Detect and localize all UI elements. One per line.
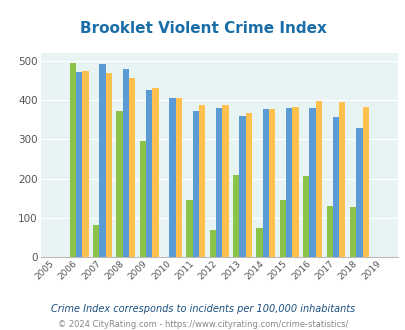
Bar [315, 101, 321, 257]
Bar [76, 73, 82, 257]
Bar [286, 108, 292, 257]
Bar [105, 73, 112, 257]
Bar [93, 225, 99, 257]
Bar [309, 108, 315, 257]
Bar [215, 108, 222, 257]
Bar [232, 175, 239, 257]
Bar [146, 90, 152, 257]
Bar [262, 109, 269, 257]
Bar [169, 98, 175, 257]
Bar [209, 230, 215, 257]
Text: © 2024 CityRating.com - https://www.cityrating.com/crime-statistics/: © 2024 CityRating.com - https://www.city… [58, 320, 347, 329]
Bar [99, 64, 105, 257]
Text: Brooklet Violent Crime Index: Brooklet Violent Crime Index [79, 21, 326, 36]
Bar [256, 228, 262, 257]
Bar [362, 107, 368, 257]
Bar [279, 200, 286, 257]
Bar [116, 111, 122, 257]
Bar [239, 116, 245, 257]
Bar [338, 102, 345, 257]
Text: Crime Index corresponds to incidents per 100,000 inhabitants: Crime Index corresponds to incidents per… [51, 304, 354, 314]
Bar [303, 176, 309, 257]
Bar [269, 109, 275, 257]
Bar [122, 69, 129, 257]
Bar [245, 113, 252, 257]
Bar [355, 128, 362, 257]
Bar [175, 98, 181, 257]
Bar [349, 208, 355, 257]
Bar [186, 200, 192, 257]
Bar [222, 105, 228, 257]
Bar [152, 88, 158, 257]
Bar [292, 107, 298, 257]
Bar [82, 71, 88, 257]
Bar [129, 79, 135, 257]
Bar [70, 63, 76, 257]
Bar [326, 206, 332, 257]
Bar [192, 111, 198, 257]
Bar [332, 117, 338, 257]
Bar [139, 141, 146, 257]
Bar [198, 105, 205, 257]
